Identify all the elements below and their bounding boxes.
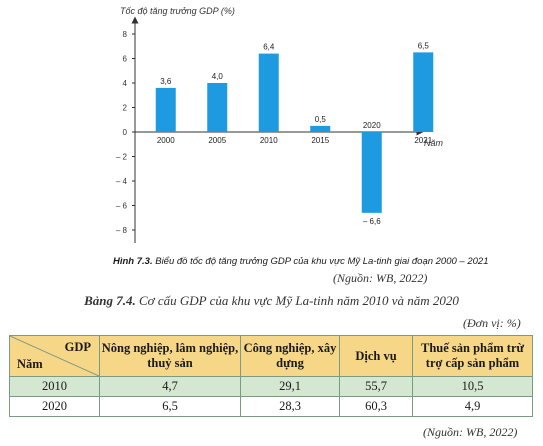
y-tick-label: 4 (123, 79, 128, 88)
header-agriculture: Nông nghiệp, lâm nghiệp, thuỷ sản (99, 335, 241, 377)
table-unit: (Đơn vị: %) (463, 316, 521, 330)
cell-agriculture: 6,5 (99, 396, 241, 417)
bar (155, 87, 176, 132)
x-tick-label: 2015 (311, 136, 329, 145)
table-row: 2020 6,5 28,3 60,3 4,9 (9, 396, 533, 417)
gdp-structure-table: GDP Năm Nông nghiệp, lâm nghiệp, thuỷ sả… (9, 335, 533, 417)
figure-caption: Hình 7.3. Biểu đồ tốc độ tăng trưởng GDP… (113, 256, 488, 267)
table-header-row: GDP Năm Nông nghiệp, lâm nghiệp, thuỷ sả… (9, 335, 533, 377)
bar (310, 125, 331, 132)
y-tick-label: 0 (123, 128, 128, 137)
figure-number: Hình 7.3. (113, 256, 153, 267)
bar-value-label: 3,6 (160, 77, 172, 86)
y-ticks: 8 6 4 2 0 – 2 – 4 – 6 – 8 (116, 30, 135, 235)
cell-taxes: 10,5 (412, 376, 533, 397)
bar-value-label: – 6,6 (363, 217, 381, 226)
y-tick-label: – 2 (116, 153, 128, 162)
row-year: 2010 (9, 376, 100, 397)
bar (258, 53, 279, 132)
cell-industry: 29,1 (240, 376, 340, 397)
header-taxes: Thuế sản phẩm trừ trợ cấp sản phẩm (412, 335, 533, 377)
y-axis-title: Tốc độ tăng trưởng GDP (%) (120, 6, 235, 16)
bars: 3,6 2000 4,0 2005 6,4 2010 0,5 2015 – 6,6 2020 6,5… (155, 41, 434, 226)
x-tick-label: 2010 (260, 136, 278, 145)
x-tick-label: 2005 (208, 136, 226, 145)
y-tick-label: – 4 (116, 177, 128, 186)
header-gdp: GDP (64, 340, 91, 354)
cell-agriculture: 4,7 (99, 376, 241, 397)
cell-services: 55,7 (339, 376, 413, 397)
y-tick-label: – 6 (116, 202, 128, 211)
cell-services: 60,3 (339, 396, 413, 417)
cell-taxes: 4,9 (412, 396, 533, 417)
table-row: 2010 4,7 29,1 55,7 10,5 (9, 376, 533, 397)
gdp-growth-chart: Tốc độ tăng trưởng GDP (%) Năm 8 6 4 2 0 – 2 –… (116, 6, 444, 243)
table-title-text: Cơ cấu GDP của khu vực Mỹ La-tinh năm 20… (135, 293, 459, 308)
header-corner: GDP Năm (9, 335, 100, 377)
header-industry: Công nghiệp, xây dựng (240, 335, 340, 377)
bar (207, 83, 228, 132)
cell-industry: 28,3 (240, 396, 340, 417)
bar (361, 132, 382, 213)
x-tick-label: 2000 (157, 136, 175, 145)
row-year: 2020 (9, 396, 100, 417)
bar-value-label: 4,0 (212, 72, 224, 81)
figure-caption-text: Biểu đồ tốc độ tăng trưởng GDP của khu v… (152, 256, 489, 267)
x-axis-title: Năm (424, 138, 444, 148)
header-year: Năm (17, 357, 43, 371)
y-tick-label: – 8 (116, 226, 128, 235)
x-tick-label: 2021 (414, 136, 432, 145)
y-tick-label: 6 (123, 55, 128, 64)
y-tick-label: 8 (123, 30, 128, 39)
corner-diagonal (10, 336, 99, 376)
header-services: Dịch vụ (339, 335, 413, 377)
y-tick-label: 2 (123, 104, 128, 113)
table-number: Bảng 7.4. (84, 293, 136, 308)
bar-value-label: 0,5 (315, 115, 327, 124)
bar-value-label: 6,5 (418, 41, 430, 50)
bar-value-label: 6,4 (263, 43, 275, 52)
x-tick-label: 2020 (363, 121, 381, 130)
chart-source: (Nguồn: WB, 2022) (333, 271, 428, 285)
bar (413, 52, 434, 132)
table-title: Bảng 7.4. Cơ cấu GDP của khu vực Mỹ La-t… (0, 293, 543, 309)
table-source: (Nguồn: WB, 2022) (423, 425, 518, 439)
